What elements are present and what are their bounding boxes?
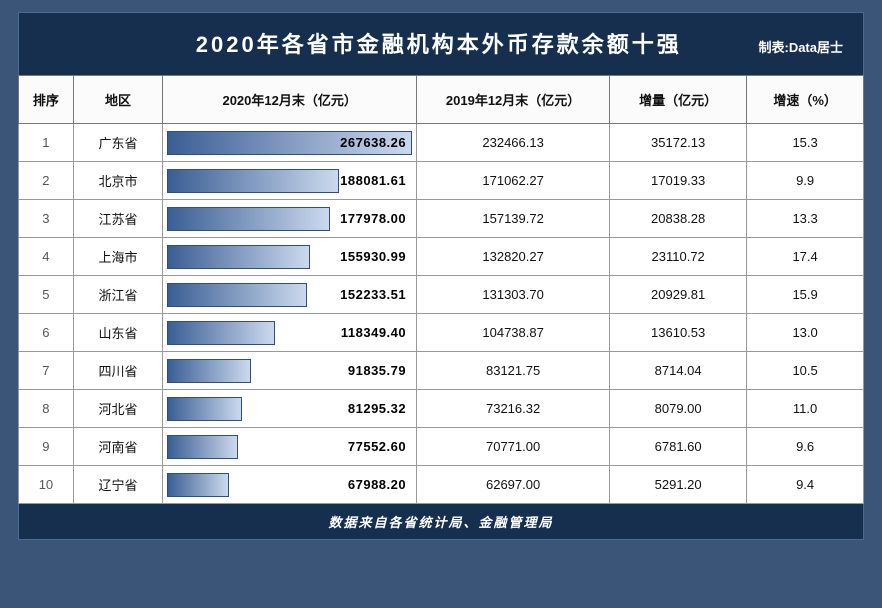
cell-rate: 11.0 [747,390,864,428]
cell-bar: 155930.99 [163,238,417,276]
table-row: 7四川省91835.79 83121.758714.0410.5 [19,352,864,390]
cell-rank: 2 [19,162,74,200]
col-2020: 2020年12月末（亿元） [163,76,417,124]
bar-value: 67988.20 [167,473,406,497]
cell-delta: 5291.20 [610,466,747,504]
table-row: 4上海市155930.99 132820.2723110.7217.4 [19,238,864,276]
bar-value: 91835.79 [167,359,406,383]
cell-region: 上海市 [73,238,162,276]
table-row: 1广东省267638.26 232466.1335172.1315.3 [19,124,864,162]
col-2019: 2019年12月末（亿元） [417,76,610,124]
cell-2019: 232466.13 [417,124,610,162]
table-header-row: 排序 地区 2020年12月末（亿元） 2019年12月末（亿元） 增量（亿元）… [19,76,864,124]
cell-2019: 132820.27 [417,238,610,276]
cell-region: 四川省 [73,352,162,390]
cell-region: 江苏省 [73,200,162,238]
cell-rate: 9.9 [747,162,864,200]
table-row: 5浙江省152233.51 131303.7020929.8115.9 [19,276,864,314]
cell-region: 河南省 [73,428,162,466]
table-row: 3江苏省177978.00 157139.7220838.2813.3 [19,200,864,238]
cell-region: 河北省 [73,390,162,428]
cell-rate: 13.3 [747,200,864,238]
cell-bar: 118349.40 [163,314,417,352]
cell-rank: 5 [19,276,74,314]
cell-bar: 177978.00 [163,200,417,238]
cell-delta: 6781.60 [610,428,747,466]
cell-bar: 188081.61 [163,162,417,200]
cell-rank: 8 [19,390,74,428]
bar-value: 152233.51 [167,283,406,307]
cell-bar: 267638.26 [163,124,417,162]
table-row: 6山东省118349.40 104738.8713610.5313.0 [19,314,864,352]
cell-2019: 157139.72 [417,200,610,238]
cell-rate: 10.5 [747,352,864,390]
table-row: 2北京市188081.61 171062.2717019.339.9 [19,162,864,200]
cell-rank: 4 [19,238,74,276]
cell-delta: 13610.53 [610,314,747,352]
cell-delta: 8714.04 [610,352,747,390]
cell-bar: 152233.51 [163,276,417,314]
cell-rank: 1 [19,124,74,162]
chart-header: 2020年各省市金融机构本外币存款余额十强 制表:Data居士 [18,12,864,75]
cell-bar: 81295.32 [163,390,417,428]
cell-delta: 23110.72 [610,238,747,276]
cell-rate: 15.9 [747,276,864,314]
table-row: 10辽宁省67988.20 62697.005291.209.4 [19,466,864,504]
bar-value: 155930.99 [167,245,406,269]
bar-value: 81295.32 [167,397,406,421]
cell-rate: 15.3 [747,124,864,162]
cell-rate: 17.4 [747,238,864,276]
bar-value: 77552.60 [167,435,406,459]
cell-delta: 20838.28 [610,200,747,238]
col-delta: 增量（亿元） [610,76,747,124]
cell-delta: 35172.13 [610,124,747,162]
data-table: 排序 地区 2020年12月末（亿元） 2019年12月末（亿元） 增量（亿元）… [18,75,864,504]
cell-rank: 10 [19,466,74,504]
cell-bar: 91835.79 [163,352,417,390]
cell-region: 浙江省 [73,276,162,314]
cell-rate: 13.0 [747,314,864,352]
cell-rank: 6 [19,314,74,352]
cell-bar: 67988.20 [163,466,417,504]
cell-2019: 62697.00 [417,466,610,504]
cell-region: 北京市 [73,162,162,200]
bar-value: 177978.00 [167,207,406,231]
cell-delta: 20929.81 [610,276,747,314]
col-rate: 增速（%） [747,76,864,124]
cell-region: 广东省 [73,124,162,162]
bar-value: 267638.26 [167,131,406,155]
cell-2019: 171062.27 [417,162,610,200]
table-row: 9河南省77552.60 70771.006781.609.6 [19,428,864,466]
cell-delta: 17019.33 [610,162,747,200]
chart-author: 制表:Data居士 [758,37,843,56]
cell-rate: 9.6 [747,428,864,466]
cell-2019: 73216.32 [417,390,610,428]
cell-2019: 104738.87 [417,314,610,352]
bar-value: 118349.40 [167,321,406,345]
cell-2019: 131303.70 [417,276,610,314]
table-row: 8河北省81295.32 73216.328079.0011.0 [19,390,864,428]
chart-title: 2020年各省市金融机构本外币存款余额十强 [39,27,758,59]
cell-delta: 8079.00 [610,390,747,428]
cell-2019: 70771.00 [417,428,610,466]
chart-footer: 数据来自各省统计局、金融管理局 [18,504,864,540]
col-rank: 排序 [19,76,74,124]
cell-rank: 9 [19,428,74,466]
cell-rate: 9.4 [747,466,864,504]
cell-2019: 83121.75 [417,352,610,390]
bar-value: 188081.61 [167,169,406,193]
cell-region: 山东省 [73,314,162,352]
cell-rank: 7 [19,352,74,390]
cell-region: 辽宁省 [73,466,162,504]
col-region: 地区 [73,76,162,124]
cell-bar: 77552.60 [163,428,417,466]
cell-rank: 3 [19,200,74,238]
